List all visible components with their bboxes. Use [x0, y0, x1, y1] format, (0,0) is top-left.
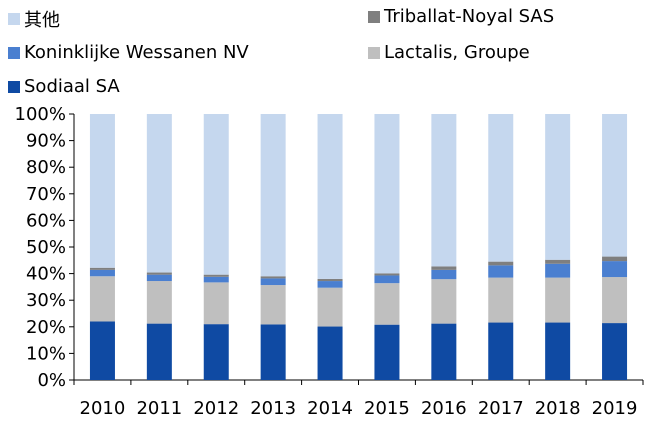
legend-label-triballat: Triballat-Noyal SAS: [384, 6, 555, 27]
y-tick-label: 100%: [15, 104, 66, 125]
bar-segment: [374, 283, 400, 325]
bar-segment: [203, 324, 229, 380]
legend-label-wessanen: Koninklijke Wessanen NV: [24, 42, 249, 63]
bar-segment: [602, 323, 628, 380]
x-tick-label: 2014: [307, 398, 353, 419]
bar-segment: [602, 256, 628, 262]
bar-segment: [260, 285, 286, 325]
y-tick-label: 40%: [26, 264, 66, 285]
legend-item-sodiaal: Sodiaal SA: [8, 76, 120, 97]
legend-item-wessanen: Koninklijke Wessanen NV: [8, 42, 249, 63]
y-tick-label: 0%: [37, 370, 66, 391]
legend-item-other: 其他: [8, 6, 60, 32]
bar-segment: [488, 265, 514, 278]
legend-swatch-sodiaal: [8, 80, 20, 93]
y-tick-label: 60%: [26, 210, 66, 231]
y-tick-label: 50%: [26, 237, 66, 258]
bar-segment: [488, 277, 514, 323]
legend-label-lactalis: Lactalis, Groupe: [384, 42, 530, 63]
bar-segment: [431, 266, 457, 270]
y-tick-label: 70%: [26, 184, 66, 205]
bar-segment: [89, 267, 115, 270]
legend-swatch-other: [8, 13, 20, 25]
bar-segment: [260, 278, 286, 286]
legend-swatch-lactalis: [368, 46, 380, 59]
y-tick-label: 10%: [26, 343, 66, 364]
bar-segment: [488, 322, 514, 380]
x-tick-label: 2015: [364, 398, 410, 419]
bar-segment: [431, 323, 457, 380]
x-tick-label: 2013: [250, 398, 296, 419]
x-tick-label: 2016: [421, 398, 467, 419]
legend-swatch-wessanen: [8, 46, 20, 59]
bar-segment: [431, 279, 457, 324]
legend-item-lactalis: Lactalis, Groupe: [368, 42, 530, 63]
y-tick-label: 30%: [26, 290, 66, 311]
bar-segment: [89, 269, 115, 277]
bar-segment: [317, 281, 343, 288]
bar-segment: [89, 276, 115, 322]
bar-segment: [374, 273, 400, 276]
y-tick-label: 90%: [26, 131, 66, 152]
bar-segment: [146, 281, 172, 324]
bar-segment: [317, 326, 343, 380]
x-tick-label: 2010: [80, 398, 126, 419]
bar-segment: [203, 114, 229, 275]
bar-segment: [203, 274, 229, 277]
bar-segment: [374, 114, 400, 274]
bar-segment: [545, 277, 571, 323]
legend-swatch-triballat: [368, 10, 380, 23]
bar-segment: [602, 277, 628, 324]
bar-segment: [317, 114, 343, 279]
bar-segment: [545, 259, 571, 264]
bar-segment: [545, 322, 571, 380]
bar-segment: [374, 275, 400, 284]
bar-segment: [203, 282, 229, 325]
bar-segment: [89, 321, 115, 380]
bar-segment: [545, 114, 571, 260]
legend-label-other: 其他: [24, 10, 60, 31]
bar-segment: [488, 114, 514, 262]
x-tick-label: 2017: [478, 398, 524, 419]
bar-segment: [260, 114, 286, 277]
bar-segment: [203, 276, 229, 283]
x-tick-label: 2019: [592, 398, 638, 419]
bar-segment: [317, 278, 343, 282]
bar-segment: [431, 269, 457, 280]
bar-segment: [146, 323, 172, 380]
bar-segment: [431, 114, 457, 267]
bar-segment: [602, 261, 628, 278]
bar-segment: [89, 114, 115, 268]
bar-segment: [146, 274, 172, 282]
y-tick-label: 80%: [26, 157, 66, 178]
bar-segment: [602, 114, 628, 257]
bar-segment: [545, 263, 571, 278]
legend-item-triballat: Triballat-Noyal SAS: [368, 6, 554, 27]
x-tick-label: 2012: [193, 398, 239, 419]
x-tick-label: 2018: [535, 398, 581, 419]
bar-segment: [260, 276, 286, 279]
y-tick-label: 20%: [26, 317, 66, 338]
legend-label-sodiaal: Sodiaal SA: [24, 76, 120, 97]
bar-segment: [260, 324, 286, 380]
bar-segment: [146, 114, 172, 273]
bar-segment: [374, 324, 400, 380]
bar-segment: [317, 287, 343, 327]
bar-segment: [146, 272, 172, 275]
bar-segment: [488, 261, 514, 266]
x-tick-label: 2011: [136, 398, 182, 419]
